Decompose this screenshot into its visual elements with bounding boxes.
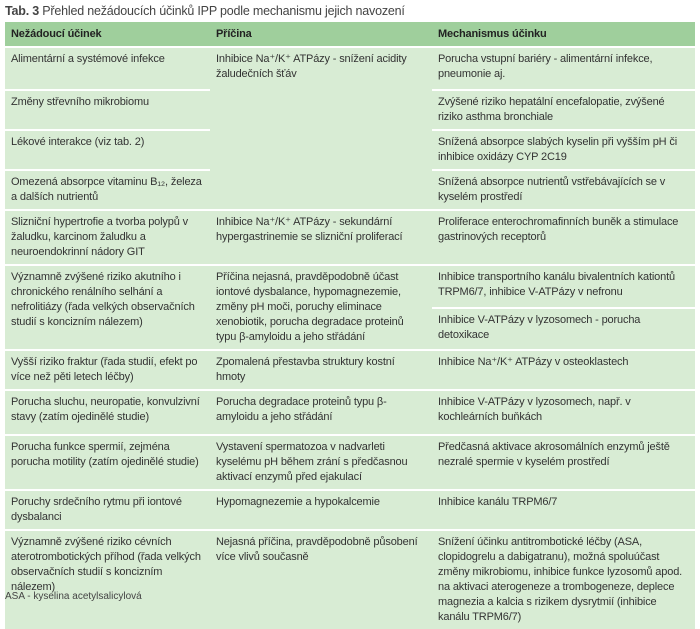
cell-effect: Porucha sluchu, neuropatie, konvulzivní … — [5, 389, 210, 435]
cell-effect: Změny střevního mikrobiomu — [5, 89, 210, 130]
cell-effect: Poruchy srdečního rytmu při iontové dysb… — [5, 489, 210, 530]
table-row: Změny střevního mikrobiomu Zvýšené rizik… — [5, 89, 695, 130]
table-row: Vyšší riziko fraktur (řada studií, efekt… — [5, 349, 695, 390]
cell-mechanism: Zvýšené riziko hepatální encefalopatie, … — [432, 89, 695, 130]
table-row: Lékové interakce (viz tab. 2) Snížená ab… — [5, 129, 695, 170]
cell-cause: Zpomalená přestavba struktury kostní hmo… — [210, 349, 432, 390]
cell-mechanism: Snížení účinku antitrombotické léčby (AS… — [432, 529, 695, 629]
table-row: Porucha sluchu, neuropatie, konvulzivní … — [5, 389, 695, 435]
cell-mechanism: Inhibice kanálu TRPM6/7 — [432, 489, 695, 530]
header-cause: Příčina — [210, 22, 432, 47]
cell-effect: Lékové interakce (viz tab. 2) — [5, 129, 210, 170]
table-row: Významně zvýšené riziko akutního i chron… — [5, 263, 695, 350]
table-row: Významně zvýšené riziko cévních aterotro… — [5, 529, 695, 629]
cell-cause: Inhibice Na⁺/K⁺ ATPázy - snížení acidity… — [210, 46, 432, 210]
table-row: Poruchy srdečního rytmu při iontové dysb… — [5, 489, 695, 530]
cell-effect: Porucha funkce spermií, zejména porucha … — [5, 434, 210, 490]
table-caption: Tab. 3 Přehled nežádoucích účinků IPP po… — [5, 4, 405, 18]
cell-cause: Porucha degradace proteinů typu β-amyloi… — [210, 389, 432, 435]
cell-cause: Nejasná příčina, pravděpodobně působení … — [210, 529, 432, 629]
cell-mechanism: Předčasná aktivace akrosomálních enzymů … — [432, 434, 695, 490]
cell-effect: Vyšší riziko fraktur (řada studií, efekt… — [5, 349, 210, 390]
cell-cause: Hypomagnezemie a hypokalcemie — [210, 489, 432, 530]
table-row: Alimentární a systémové infekce Inhibice… — [5, 46, 695, 210]
cell-effect: Slizniční hypertrofie a tvorba polypů v … — [5, 209, 210, 265]
cell-effect: Omezená absorpce vitaminu B₁₂, železa a … — [5, 169, 210, 210]
cell-cause: Vystavení spermatozoa v nadvarleti kysel… — [210, 434, 432, 490]
cell-cause: Inhibice Na⁺/K⁺ ATPázy - sekundární hype… — [210, 209, 432, 265]
cell-mechanism: Porucha vstupní bariéry - alimentární in… — [432, 46, 695, 90]
table-row: Porucha funkce spermií, zejména porucha … — [5, 434, 695, 490]
table-row: Slizniční hypertrofie a tvorba polypů v … — [5, 209, 695, 265]
table-row: Omezená absorpce vitaminu B₁₂, železa a … — [5, 169, 695, 210]
table-row: Inhibice V-ATPázy v lyzosomech - porucha… — [5, 307, 695, 350]
cell-mechanism-secondary: Inhibice V-ATPázy v lyzosomech - porucha… — [432, 307, 695, 350]
cell-mechanism: Inhibice transportního kanálu bivalentní… — [432, 263, 695, 309]
cell-effect: Významně zvýšené riziko akutního i chron… — [5, 264, 210, 350]
cell-mechanism: Inhibice Na⁺/K⁺ ATPázy v osteoklastech — [432, 349, 695, 390]
cell-mechanism: Snížená absorpce slabých kyselin při vyš… — [432, 129, 695, 170]
cell-effect: Významně zvýšené riziko cévních aterotro… — [5, 529, 210, 629]
cell-mechanism: Inhibice V-ATPázy v lyzosomech, např. v … — [432, 389, 695, 435]
header-mechanism: Mechanismus účinku — [432, 22, 695, 47]
caption-text: Přehled nežádoucích účinků IPP podle mec… — [42, 4, 405, 18]
cell-cause: Příčina nejasná, pravděpodobně účast ion… — [210, 264, 432, 350]
cell-mechanism: Proliferace enterochromafinních buněk a … — [432, 209, 695, 265]
cell-mechanism: Snížená absorpce nutrientů vstřebávající… — [432, 169, 695, 210]
caption-label: Tab. 3 — [5, 4, 39, 18]
cell-effect: Alimentární a systémové infekce — [5, 46, 210, 90]
header-effect: Nežádoucí účinek — [5, 22, 210, 47]
header-row: Nežádoucí účinek Příčina Mechanismus úči… — [5, 22, 695, 47]
adverse-effects-table: Nežádoucí účinek Příčina Mechanismus úči… — [5, 22, 695, 629]
footnote: ASA - kyselina acetylsalicylová — [5, 591, 142, 602]
